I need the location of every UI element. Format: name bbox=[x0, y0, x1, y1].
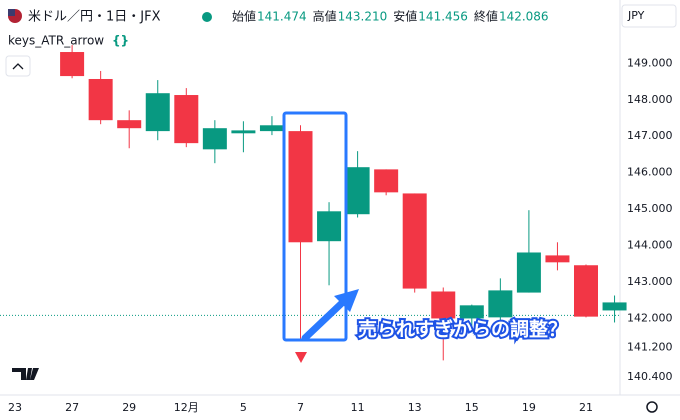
y-tick-label: 149.000 bbox=[627, 56, 673, 69]
y-tick-label: 144.000 bbox=[627, 239, 673, 252]
candle-body bbox=[117, 120, 142, 129]
x-tick-label: 15 bbox=[465, 401, 479, 414]
x-tick-label: 29 bbox=[122, 401, 136, 414]
candle-body bbox=[431, 291, 456, 319]
x-tick-label: 11 bbox=[351, 401, 365, 414]
legend-value: 141.456 bbox=[418, 10, 468, 24]
x-tick-label: 21 bbox=[579, 401, 593, 414]
currency-label: JPY bbox=[627, 9, 645, 22]
legend-name: 終値 bbox=[474, 9, 498, 24]
candle-body bbox=[317, 211, 342, 242]
candle-body bbox=[602, 302, 627, 311]
highlight-box bbox=[282, 111, 348, 342]
candle-body bbox=[60, 52, 85, 77]
signal-arrow bbox=[295, 352, 307, 363]
candle-body bbox=[288, 131, 313, 243]
settings-icon[interactable] bbox=[646, 401, 658, 413]
candle-body bbox=[374, 169, 399, 193]
flag-icon-part bbox=[8, 9, 15, 16]
x-tick-label: 5 bbox=[240, 401, 247, 414]
candle-body bbox=[202, 128, 227, 150]
status-dot bbox=[202, 12, 212, 22]
candle-body bbox=[259, 125, 284, 132]
candle-body bbox=[145, 93, 170, 132]
y-tick-label: 146.000 bbox=[627, 166, 673, 179]
plot bbox=[0, 45, 627, 361]
x-tick-label: 27 bbox=[65, 401, 79, 414]
x-tick-label: 19 bbox=[522, 401, 536, 414]
candle-body bbox=[402, 193, 427, 289]
candle-body bbox=[545, 255, 570, 263]
legend-value: 141.474 bbox=[257, 10, 307, 24]
y-tick-label: 145.000 bbox=[627, 202, 673, 215]
x-tick-label: 23 bbox=[8, 401, 22, 414]
collapse-button[interactable] bbox=[5, 55, 31, 77]
currency-button[interactable] bbox=[621, 4, 677, 28]
indicator-icon: {} bbox=[112, 34, 129, 48]
candle-body bbox=[488, 290, 513, 318]
symbol-title: 米ドル／円・1日・JFX bbox=[28, 10, 161, 25]
arrow-head bbox=[334, 289, 359, 312]
candle-body bbox=[345, 167, 370, 215]
y-tick-label: 140.400 bbox=[627, 370, 673, 383]
candle-body bbox=[459, 305, 484, 319]
logo bbox=[12, 368, 39, 380]
candle-body bbox=[516, 252, 541, 293]
legend-name: 高値 bbox=[313, 9, 337, 24]
chevron-icon bbox=[12, 63, 24, 70]
y-tick-label: 147.000 bbox=[627, 129, 673, 142]
x-tick-label: 13 bbox=[408, 401, 422, 414]
ohlc-legend: 始値 141.474 高値 143.210 安値 141.456 終値 142.086 bbox=[232, 9, 549, 24]
annotation: 売られすぎからの調整？ bbox=[358, 318, 567, 341]
y-tick-label: 141.200 bbox=[627, 341, 673, 354]
candle-body bbox=[88, 78, 113, 121]
y-tick-label: 148.000 bbox=[627, 93, 673, 106]
candle-body bbox=[231, 130, 256, 134]
candle-body bbox=[574, 265, 598, 317]
x-tick-label: 12月 bbox=[174, 401, 199, 414]
legend-value: 143.210 bbox=[338, 10, 388, 24]
legend-name: 安値 bbox=[393, 9, 417, 24]
indicator-name: keys_ATR_arrow bbox=[8, 34, 104, 48]
legend-name: 始値 bbox=[232, 9, 256, 24]
arrow-shaft bbox=[301, 298, 347, 342]
x-tick-label: 7 bbox=[297, 401, 304, 414]
legend-value: 142.086 bbox=[499, 10, 549, 24]
y-tick-label: 142.000 bbox=[627, 311, 673, 324]
candle-body bbox=[174, 95, 199, 144]
y-tick-label: 143.000 bbox=[627, 275, 673, 288]
